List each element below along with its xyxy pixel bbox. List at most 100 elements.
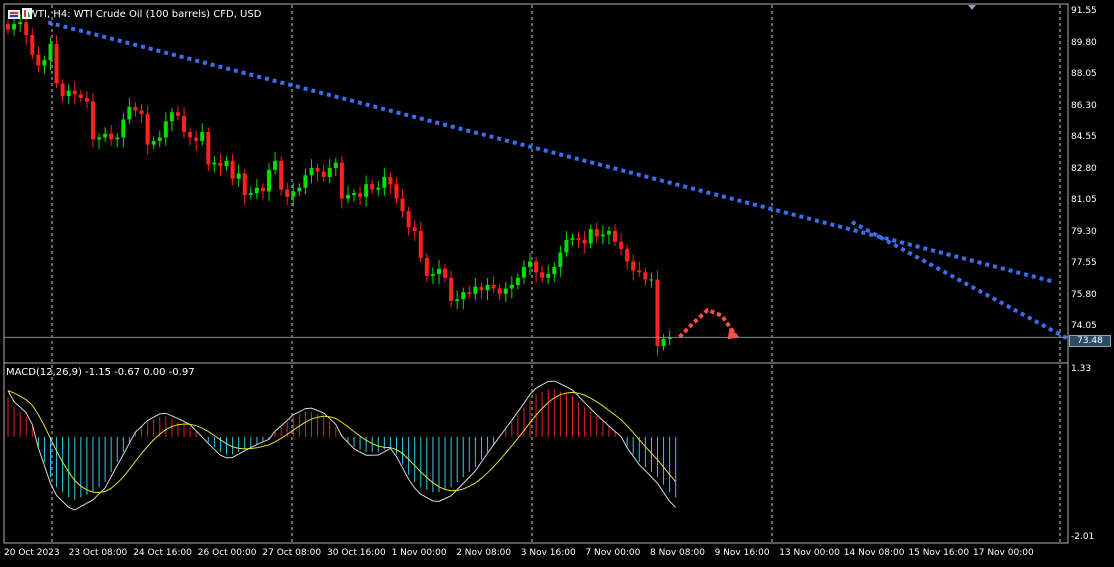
- candle-body: [570, 238, 575, 240]
- candle-body: [576, 238, 581, 240]
- candle-body: [151, 141, 156, 145]
- candle-body: [194, 137, 199, 142]
- candle-body: [394, 184, 399, 199]
- macd-indicator-label: MACD(12,26,9) -1.15 -0.67 0.00 -0.97: [6, 367, 195, 378]
- macd-line: [7, 380, 677, 511]
- candle-body: [497, 288, 502, 294]
- time-axis-label: 27 Oct 08:00: [262, 548, 322, 558]
- candle-body: [382, 177, 387, 188]
- time-axis-label: 24 Oct 16:00: [133, 548, 192, 558]
- candle-body: [473, 286, 478, 294]
- candle-body: [333, 162, 338, 169]
- candle-body: [157, 137, 162, 142]
- candle-body: [643, 272, 648, 280]
- candle-body: [133, 106, 138, 111]
- candle-body: [436, 268, 441, 275]
- candle-body: [606, 230, 611, 235]
- candle-body: [78, 94, 83, 98]
- candle-body: [267, 169, 272, 192]
- candle-body: [430, 274, 435, 276]
- candle-body: [109, 133, 114, 140]
- candle-body: [48, 43, 53, 61]
- candle-body: [661, 338, 666, 347]
- chart-title: WTI, H4: WTI Crude Oil (100 barrels) CFD…: [28, 9, 262, 20]
- trendline-long: [47, 20, 1053, 284]
- candle-body: [12, 24, 17, 30]
- candle-body: [358, 193, 363, 197]
- price-axis-label: 88.05: [1071, 69, 1097, 80]
- chart-properties-icon[interactable]: [8, 10, 20, 19]
- candle-body: [97, 137, 102, 140]
- candle-body: [509, 284, 514, 289]
- candle-body: [297, 187, 302, 192]
- time-axis-label: 23 Oct 08:00: [68, 548, 128, 558]
- candle-body: [182, 115, 187, 133]
- candle-body: [236, 173, 241, 179]
- candle-body: [242, 173, 247, 195]
- time-axis-label: 17 Nov 00:00: [973, 548, 1034, 558]
- candle-body: [540, 272, 545, 278]
- candle-body: [376, 187, 381, 190]
- candle-body: [637, 270, 642, 273]
- candle-body: [309, 168, 314, 176]
- candle-body: [558, 252, 563, 267]
- candle-body: [54, 43, 59, 84]
- shift-marker-icon[interactable]: [968, 5, 976, 10]
- candle-body: [619, 241, 624, 249]
- candle-body: [84, 97, 89, 102]
- forecast-arrow-icon: [727, 327, 740, 340]
- candle-body: [528, 261, 533, 267]
- candle-body: [424, 257, 429, 276]
- price-axis-label: 77.55: [1071, 258, 1097, 269]
- candle-body: [200, 132, 205, 142]
- price-axis-label: 86.30: [1071, 100, 1097, 111]
- time-axis-label: 1 Nov 00:00: [391, 548, 447, 558]
- candle-body: [546, 274, 551, 278]
- forecast-path: [678, 307, 738, 339]
- candle-body: [163, 121, 168, 138]
- candle-body: [582, 239, 587, 244]
- candle-body: [327, 168, 332, 178]
- macd-axis-label: 1.33: [1071, 364, 1092, 374]
- candle-body: [291, 191, 296, 197]
- candle-body: [600, 234, 605, 237]
- time-axis-label: 15 Nov 16:00: [908, 548, 970, 558]
- candle-body: [631, 261, 636, 271]
- candle-body: [273, 160, 278, 170]
- time-axis-label: 13 Nov 00:00: [779, 548, 840, 558]
- price-axis-label: 79.30: [1071, 226, 1097, 237]
- time-axis-label: 14 Nov 08:00: [843, 548, 905, 558]
- macd-axis-label: -2.01: [1071, 532, 1095, 542]
- candle-body: [218, 162, 223, 167]
- candle-body: [345, 194, 350, 199]
- time-axis-label: 2 Nov 08:00: [456, 548, 512, 558]
- candle-body: [503, 288, 508, 294]
- candle-body: [103, 133, 108, 138]
- candle-body: [485, 284, 490, 291]
- candle-body: [279, 160, 284, 190]
- time-axis-label: 8 Nov 08:00: [650, 548, 705, 558]
- candle-body: [121, 119, 126, 138]
- time-axis-label: 20 Oct 2023: [4, 548, 60, 558]
- candle-body: [169, 112, 174, 122]
- candle-body: [260, 187, 265, 192]
- candle-body: [594, 229, 599, 237]
- candle-body: [60, 83, 65, 97]
- candle-body: [339, 162, 344, 199]
- candle-body: [625, 248, 630, 262]
- candle-body: [667, 337, 672, 339]
- price-axis-label: 75.80: [1071, 289, 1097, 300]
- candle-body: [248, 193, 253, 195]
- candle-body: [18, 22, 23, 25]
- candle-body: [321, 171, 326, 178]
- candle-body: [534, 261, 539, 273]
- time-axis-label: 26 Oct 00:00: [197, 548, 257, 558]
- candle-body: [515, 277, 520, 285]
- candle-body: [370, 184, 375, 190]
- candle-body: [400, 198, 405, 212]
- chart-type-icon[interactable]: [22, 8, 32, 19]
- candle-body: [115, 137, 120, 140]
- time-axis-label: 7 Nov 00:00: [585, 548, 641, 558]
- candle-body: [30, 34, 35, 55]
